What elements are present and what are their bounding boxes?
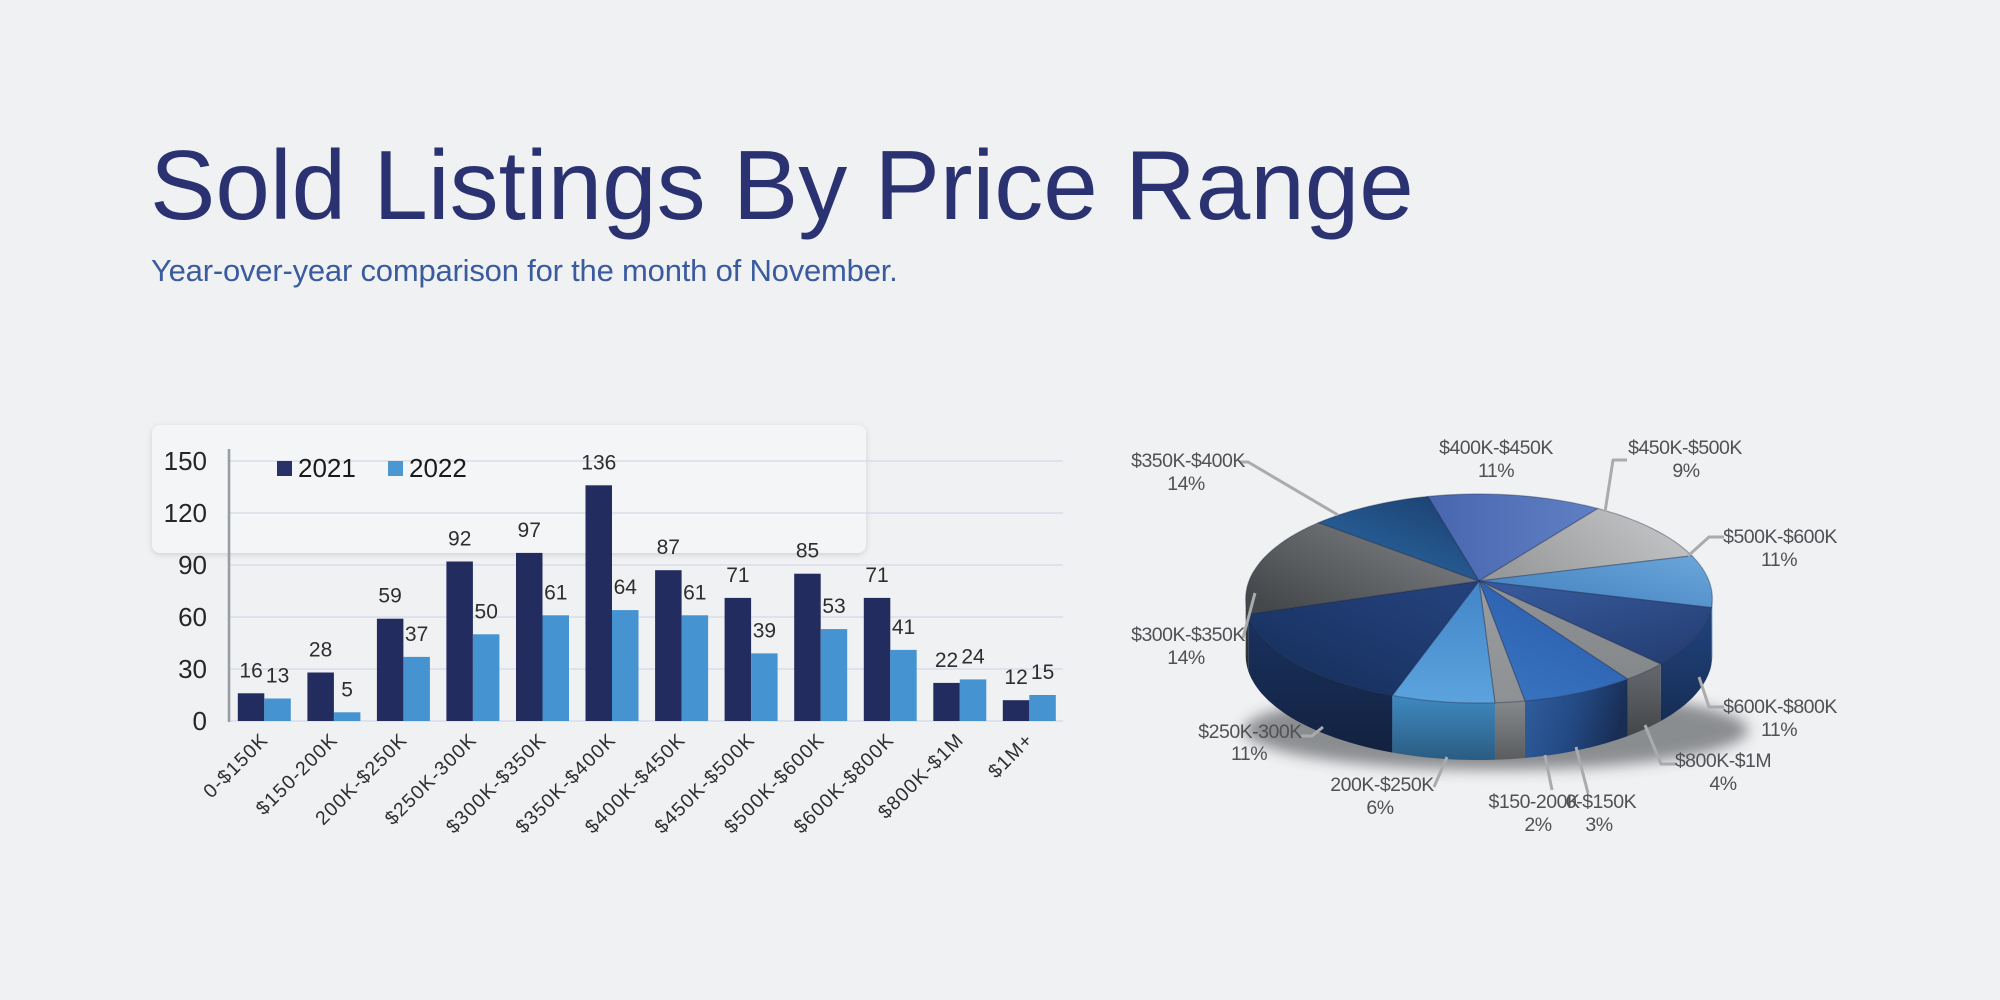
- svg-text:64: 64: [614, 576, 638, 599]
- svg-text:2022: 2022: [409, 453, 467, 483]
- svg-text:90: 90: [178, 550, 207, 580]
- svg-text:9%: 9%: [1672, 460, 1699, 482]
- svg-text:11%: 11%: [1478, 460, 1514, 482]
- svg-text:11%: 11%: [1761, 549, 1797, 571]
- svg-text:3%: 3%: [1585, 814, 1612, 836]
- svg-text:2021: 2021: [298, 453, 356, 483]
- svg-text:200K-$250K: 200K-$250K: [1330, 774, 1434, 796]
- svg-text:24: 24: [961, 645, 985, 668]
- svg-text:59: 59: [378, 585, 401, 608]
- svg-text:92: 92: [448, 528, 471, 551]
- svg-text:11%: 11%: [1231, 743, 1267, 765]
- svg-text:39: 39: [753, 619, 776, 642]
- svg-text:0: 0: [193, 706, 207, 736]
- svg-text:50: 50: [475, 600, 498, 623]
- svg-text:11%: 11%: [1761, 719, 1797, 741]
- svg-text:14%: 14%: [1167, 473, 1205, 495]
- svg-text:$250K-300K: $250K-300K: [1198, 721, 1302, 743]
- svg-text:61: 61: [683, 581, 706, 604]
- svg-text:4%: 4%: [1709, 773, 1736, 795]
- svg-text:Year-over-year comparison for: Year-over-year comparison for the month …: [151, 253, 898, 288]
- svg-text:71: 71: [726, 564, 749, 587]
- svg-text:$600K-$800K: $600K-$800K: [1723, 696, 1837, 718]
- svg-text:Sold Listings By Price Range: Sold Listings By Price Range: [150, 130, 1414, 240]
- svg-text:2%: 2%: [1524, 814, 1551, 836]
- svg-text:13: 13: [266, 665, 289, 688]
- svg-text:$150-200K: $150-200K: [1489, 791, 1580, 813]
- svg-text:$300K-$350K: $300K-$350K: [1131, 624, 1245, 646]
- svg-text:15: 15: [1031, 661, 1054, 684]
- svg-text:150: 150: [164, 446, 207, 476]
- svg-text:136: 136: [581, 451, 616, 474]
- svg-text:61: 61: [544, 581, 567, 604]
- svg-text:$400K-$450K: $400K-$450K: [1439, 437, 1553, 459]
- svg-text:28: 28: [309, 639, 332, 662]
- svg-text:22: 22: [935, 649, 958, 672]
- svg-text:$350K-$400K: $350K-$400K: [1131, 450, 1245, 472]
- svg-text:$500K-$600K: $500K-$600K: [1723, 526, 1837, 548]
- svg-text:$800K-$1M: $800K-$1M: [1675, 750, 1771, 772]
- svg-text:97: 97: [518, 519, 541, 542]
- svg-text:16: 16: [239, 659, 262, 682]
- svg-text:71: 71: [865, 564, 888, 587]
- svg-text:$450K-$500K: $450K-$500K: [1628, 437, 1742, 459]
- svg-text:120: 120: [164, 498, 207, 528]
- svg-text:12: 12: [1004, 666, 1027, 689]
- svg-text:60: 60: [178, 602, 207, 632]
- svg-text:5: 5: [341, 678, 353, 701]
- svg-text:41: 41: [892, 616, 915, 639]
- svg-text:85: 85: [796, 540, 819, 563]
- svg-text:30: 30: [178, 654, 207, 684]
- svg-text:6%: 6%: [1366, 797, 1393, 819]
- svg-text:0-$150K: 0-$150K: [1566, 791, 1637, 813]
- svg-text:53: 53: [822, 595, 845, 618]
- svg-text:87: 87: [657, 536, 680, 559]
- svg-text:14%: 14%: [1167, 647, 1205, 669]
- svg-text:37: 37: [405, 623, 428, 646]
